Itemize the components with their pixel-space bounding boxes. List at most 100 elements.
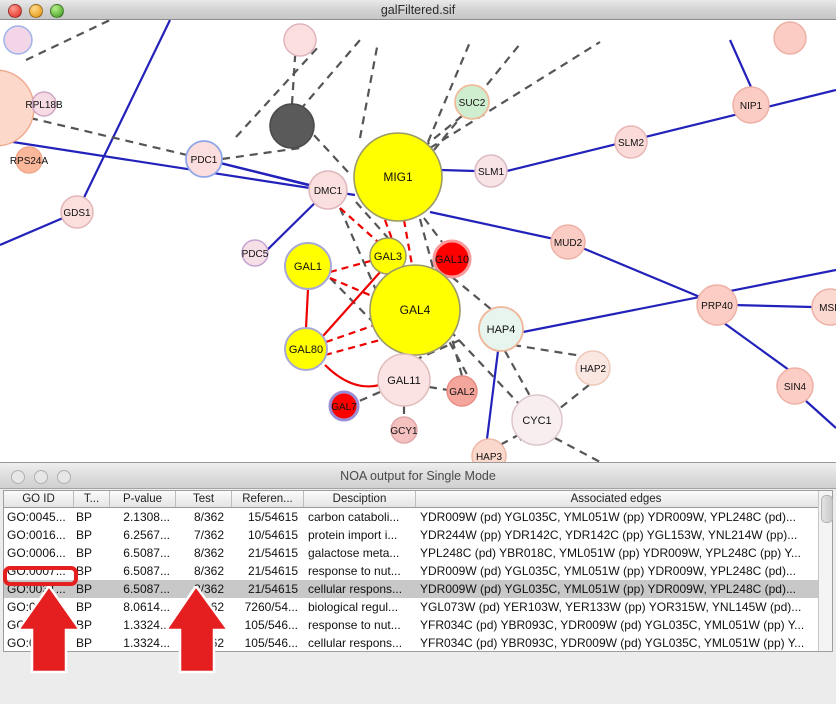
cell-test: 8/362 <box>193 582 224 596</box>
table-row[interactable]: GO:0045... BP 2.1308... 8/362 15/54615 carbon… <box>4 508 832 526</box>
node-PRP40[interactable] <box>696 284 738 326</box>
node-label-GAL80: GAL80 <box>289 344 323 356</box>
node-PDC1[interactable] <box>185 140 223 178</box>
table-row[interactable]: GO:0031... BP 1.3324... 11/362 105/546... res… <box>4 616 832 634</box>
node-MUD2[interactable] <box>550 224 586 260</box>
cell-test: 94/362 <box>187 600 224 614</box>
node-CYC1[interactable] <box>511 394 563 446</box>
cell-p-value: 1.3324... <box>123 636 170 650</box>
node-GAL80[interactable] <box>284 327 328 371</box>
node-label-HAP2: HAP2 <box>580 364 607 375</box>
node-label-CYC1: CYC1 <box>522 415 551 427</box>
node-unlabeled-topleft[interactable] <box>3 25 33 55</box>
node-RPL18B[interactable] <box>31 91 57 117</box>
cell-p-value: 8.0614... <box>123 600 170 614</box>
dialog-minimize-button-icon[interactable] <box>34 470 48 484</box>
zoom-button-icon[interactable] <box>50 4 64 18</box>
cell-type: BP <box>76 546 93 560</box>
network-nodes-group[interactable] <box>0 21 836 462</box>
node-DMC1[interactable] <box>308 170 348 210</box>
network-canvas[interactable]: RPL18B RPS24A GDS1 PDC1 PDC5 DMC1 MIG1 S… <box>0 20 836 462</box>
cell-test: 8/362 <box>193 546 224 560</box>
dialog-zoom-button-icon[interactable] <box>57 470 71 484</box>
node-SIN4[interactable] <box>776 367 814 405</box>
cell-test: 11/362 <box>188 618 224 632</box>
cell-type: BP <box>76 618 93 632</box>
column-header-go-id[interactable]: GO ID <box>4 491 74 507</box>
cell-test: 7/362 <box>193 528 224 542</box>
node-label-SUC2: SUC2 <box>459 98 486 109</box>
node-GDS1[interactable] <box>60 195 94 229</box>
node-GAL2[interactable] <box>446 375 478 407</box>
node-GCY1[interactable] <box>390 416 418 444</box>
cell-assoc-edges: YGL073W (pd) YER103W, YER133W (pp) YOR31… <box>420 600 802 614</box>
results-table[interactable]: GO ID T... P-value Test Referen... Desci… <box>3 490 833 652</box>
table-row[interactable]: GO:0031... BP 6.5087... 8/362 21/54615 cellul… <box>4 580 832 598</box>
node-MSL5[interactable] <box>811 288 836 326</box>
column-header-test[interactable]: Test <box>176 491 232 507</box>
column-header-description[interactable]: Desciption <box>304 491 416 507</box>
node-label-MIG1: MIG1 <box>383 170 413 184</box>
node-MIG1[interactable] <box>353 132 443 222</box>
node-GAL4[interactable] <box>369 264 461 356</box>
node-dark-hub[interactable] <box>269 103 315 149</box>
cell-p-value: 6.5087... <box>123 546 170 560</box>
table-horizontal-scrollbar[interactable] <box>3 652 833 657</box>
cell-test: 11/362 <box>188 636 224 650</box>
node-SUC2[interactable] <box>454 84 490 120</box>
cell-reference: 21/54615 <box>247 582 298 596</box>
pp-edges-group <box>0 20 836 440</box>
node-label-SLM2: SLM2 <box>618 138 645 149</box>
node-label-GAL2: GAL2 <box>449 387 475 398</box>
node-label-GAL11: GAL11 <box>387 375 420 387</box>
cell-type: BP <box>76 510 93 524</box>
table-row[interactable]: GO:0065... BP 8.0614... 94/362 7260/54... bio… <box>4 598 832 616</box>
minimize-button-icon[interactable] <box>29 4 43 18</box>
node-PDC5[interactable] <box>241 239 269 267</box>
table-row[interactable]: GO:0016... BP 6.2567... 7/362 10/54615 protei… <box>4 526 832 544</box>
column-header-p-value[interactable]: P-value <box>110 491 176 507</box>
node-GAL10[interactable] <box>432 239 472 279</box>
column-header-reference[interactable]: Referen... <box>232 491 304 507</box>
column-header-type[interactable]: T... <box>74 491 110 507</box>
node-SLM2[interactable] <box>614 125 648 159</box>
table-vertical-scrollbar[interactable] <box>818 491 833 651</box>
table-body[interactable]: GO:0045... BP 2.1308... 8/362 15/54615 carbon… <box>4 508 832 651</box>
node-unlabeled-top2[interactable] <box>773 21 807 55</box>
node-label-GAL3: GAL3 <box>374 251 402 263</box>
cell-type: BP <box>76 600 93 614</box>
node-unlabeled-top1[interactable] <box>283 23 317 57</box>
dialog-traffic-lights <box>11 470 71 484</box>
cell-assoc-edges: YDR009W (pd) YGL035C, YML051W (pp) YDR00… <box>420 564 796 578</box>
table-row[interactable]: GO:0006... BP 6.5087... 8/362 21/54615 galact… <box>4 544 832 562</box>
cell-description: protein import i... <box>308 528 398 542</box>
column-header-assoc-edges[interactable]: Associated edges <box>570 493 662 505</box>
node-label-PDC1: PDC1 <box>191 155 218 166</box>
scrollbar-thumb[interactable] <box>821 495 833 523</box>
node-SLM1[interactable] <box>474 154 508 188</box>
node-NIP1[interactable] <box>732 86 770 124</box>
annotation-highlight-box <box>3 566 78 586</box>
node-GAL7[interactable] <box>328 390 360 422</box>
cell-p-value: 6.5087... <box>123 564 170 578</box>
dialog-close-button-icon[interactable] <box>11 470 25 484</box>
node-HAP2[interactable] <box>575 350 611 386</box>
node-HAP3[interactable] <box>471 438 507 462</box>
network-graph[interactable]: RPL18B RPS24A GDS1 PDC1 PDC5 DMC1 MIG1 S… <box>0 20 836 462</box>
node-label-MSL5: MSI <box>819 303 836 314</box>
node-label-GCY1: GCY1 <box>390 426 418 437</box>
node-GAL11[interactable] <box>377 353 431 407</box>
table-row[interactable]: GO:0031... BP 1.3324... 11/362 105/546... cel… <box>4 634 832 651</box>
dialog-title: NOA output for Single Mode <box>340 469 496 483</box>
close-button-icon[interactable] <box>8 4 22 18</box>
table-row[interactable]: GO:0007... BP 6.5087... 8/362 21/54615 respon… <box>4 562 832 580</box>
node-GAL1[interactable] <box>284 242 332 290</box>
node-label-GAL7: GAL7 <box>331 402 357 413</box>
cell-description: response to nut... <box>308 618 401 632</box>
node-RPS24A[interactable] <box>15 146 43 174</box>
cell-assoc-edges: YFR034C (pd) YBR093C, YDR009W (pd) YGL03… <box>420 618 805 632</box>
node-HAP4[interactable] <box>478 306 524 352</box>
node-label-NIP1: NIP1 <box>740 101 763 112</box>
node-label-GDS1: GDS1 <box>63 208 91 219</box>
